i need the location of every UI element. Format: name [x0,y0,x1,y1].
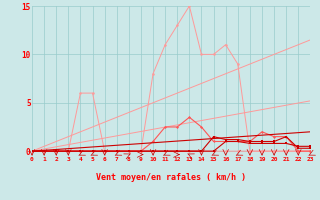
X-axis label: Vent moyen/en rafales ( km/h ): Vent moyen/en rafales ( km/h ) [96,174,246,182]
